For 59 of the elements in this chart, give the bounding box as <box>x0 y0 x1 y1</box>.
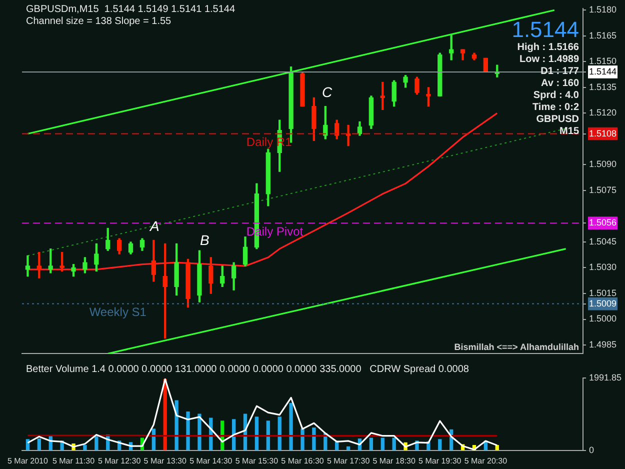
annotation: High : 1.5166 <box>516 42 579 54</box>
annotation: 1.5144 <box>512 17 579 42</box>
bar <box>278 416 282 450</box>
annotation: Sprd : 4.0 <box>532 90 579 102</box>
x-tick-label: 5 Mar 2010 <box>7 456 49 466</box>
y-tick-label: 1.5108 <box>589 128 617 138</box>
bar <box>289 402 293 450</box>
chart-title: GBPUSDm,M15 1.5144 1.5149 1.5141 1.5144 <box>26 4 236 15</box>
x-tick-label: 5 Mar 11:30 <box>52 456 96 466</box>
x-tick-label: 5 Mar 17:30 <box>326 456 370 466</box>
y-tick-label: 1.5000 <box>589 314 617 324</box>
y-tick-label: 1.4985 <box>589 339 617 350</box>
y-tick-label: 1.5009 <box>589 298 617 308</box>
bar <box>174 400 178 450</box>
bar <box>186 412 190 450</box>
ref-line-label: Weekly S1 <box>89 305 147 320</box>
annotation: Time : 0:2 <box>532 102 579 114</box>
text: Channel size = 138 Slope = 1.55 <box>26 16 172 27</box>
x-tick-label: 5 Mar 16:30 <box>281 456 324 466</box>
y-tick-label: 1.5165 <box>589 30 617 40</box>
x-tick-label: 5 Mar 12:30 <box>98 456 142 466</box>
annotation: Av : 160 <box>540 78 579 90</box>
annotation: GBPUSD <box>535 114 579 126</box>
y-tick-label: 1.5144 <box>589 66 617 76</box>
bar <box>438 439 442 450</box>
y-tick-label: 1.5045 <box>589 236 617 246</box>
y-tick-label: 1.5180 <box>589 4 617 15</box>
x-tick-label: 5 Mar 15:30 <box>235 456 279 466</box>
y-tick-label: 1991.85 <box>589 372 622 382</box>
annotation: Bismillah <==> Alhamdulillah <box>454 342 579 352</box>
chart-subtitle: CDRW Spread 0.0008 <box>370 364 469 375</box>
bar <box>380 438 384 450</box>
x-tick-label: 5 Mar 13:30 <box>144 456 188 466</box>
y-tick-label: 0 <box>589 444 594 455</box>
bar <box>83 444 87 450</box>
bar <box>94 436 98 450</box>
annotation: Low : 1.4989 <box>518 54 579 66</box>
annotation: C <box>322 84 332 100</box>
x-tick-label: 5 Mar 20:30 <box>464 456 508 466</box>
bar <box>392 438 396 450</box>
y-tick-label: 1.5075 <box>589 184 617 195</box>
y-tick-label: 1.5150 <box>589 56 617 66</box>
y-tick-label: 1.5056 <box>589 218 617 228</box>
bar <box>37 438 42 450</box>
x-tick-label: 5 Mar 19:30 <box>418 456 462 466</box>
annotation: B <box>200 232 210 248</box>
bar <box>254 416 259 450</box>
annotation: A <box>150 218 160 234</box>
bar <box>369 438 374 450</box>
y-tick-label: 1.5090 <box>589 159 617 170</box>
y-tick-label: 1.5135 <box>589 82 617 92</box>
x-tick-label: 5 Mar 18:30 <box>372 456 416 466</box>
bar <box>266 420 270 450</box>
bar <box>312 428 316 450</box>
y-tick-label: 1.5015 <box>589 288 617 298</box>
y-tick-label: 1.5120 <box>589 108 617 118</box>
y-tick-label: 1.5030 <box>589 262 617 272</box>
x-tick-label: 5 Mar 14:30 <box>190 456 233 466</box>
chart-title: Better Volume 1.4 0.0000 0.0000 131.0000 0.0000 0.0000 0.0000 335.0000 <box>26 364 362 375</box>
